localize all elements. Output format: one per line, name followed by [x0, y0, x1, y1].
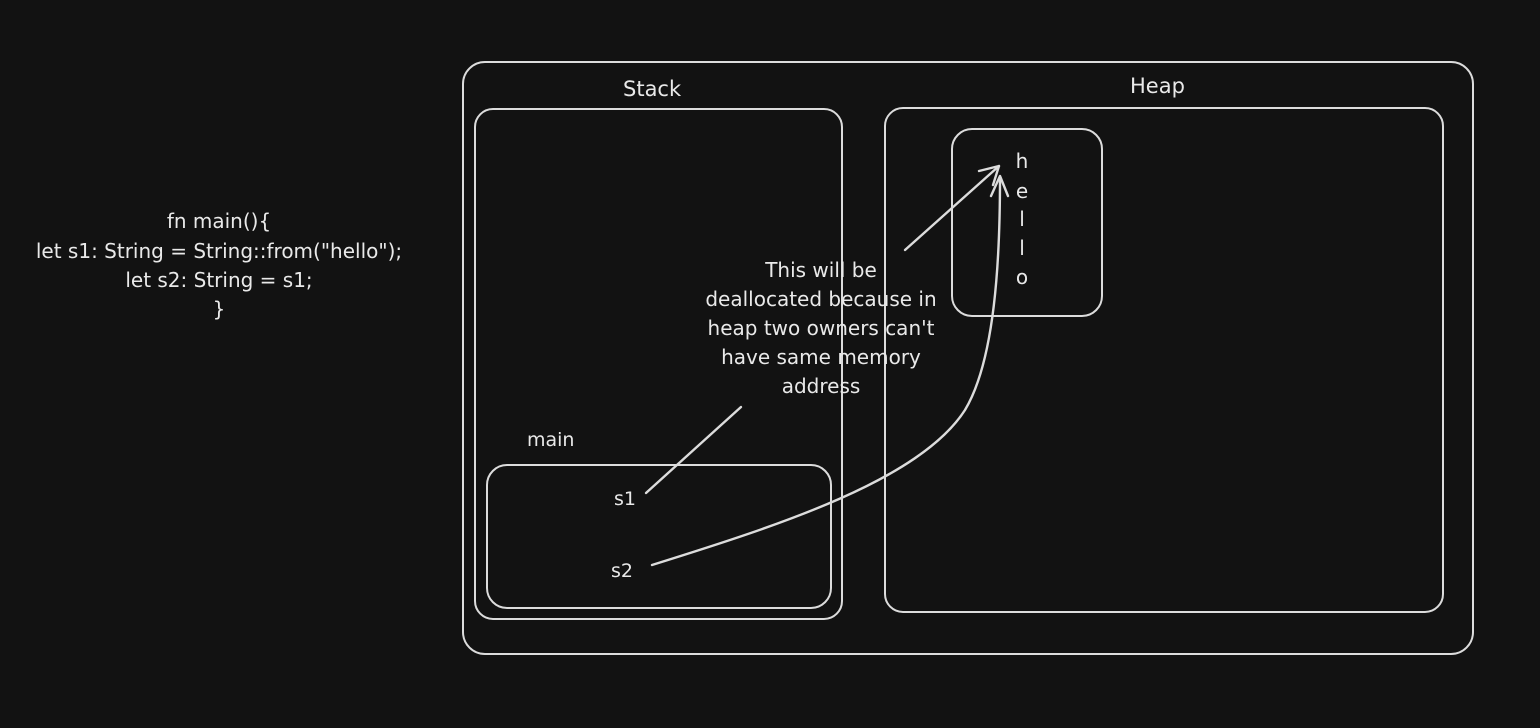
heap-char: e — [1015, 179, 1029, 203]
s1-connector-line — [644, 405, 743, 495]
s2-pointer-arrow — [650, 176, 1002, 567]
code-line-let-s1: let s1: String = String::from("hello"); — [35, 239, 403, 263]
code-line-closing-brace: } — [212, 297, 226, 321]
s1-arrowhead — [977, 164, 1001, 187]
annotation-line: deallocated because in — [705, 287, 937, 311]
heap-char: l — [1019, 207, 1025, 231]
annotation-line: address — [781, 374, 861, 398]
annotation-line: heap two owners can't — [707, 316, 935, 340]
memory-container — [462, 61, 1474, 655]
heap-char: l — [1019, 236, 1025, 260]
hello-heap-block — [951, 128, 1103, 317]
main-frame-box — [486, 464, 832, 609]
annotation-line: This will be — [765, 258, 877, 282]
code-line-let-s2: let s2: String = s1; — [125, 268, 313, 292]
stack-region — [474, 108, 843, 620]
heap-char: o — [1015, 265, 1029, 289]
stack-label: Stack — [623, 77, 682, 101]
main-frame-label: main — [527, 429, 575, 451]
heap-label: Heap — [1130, 74, 1185, 98]
variable-s2: s2 — [611, 560, 633, 582]
heap-region — [884, 107, 1444, 613]
heap-char: h — [1015, 149, 1029, 173]
s2-arrowhead — [989, 174, 1010, 198]
annotation-line: have same memory — [721, 345, 921, 369]
code-line-fn-main: fn main(){ — [166, 209, 272, 233]
s1-pointer-arrow — [903, 164, 1001, 252]
variable-s1: s1 — [614, 488, 636, 510]
